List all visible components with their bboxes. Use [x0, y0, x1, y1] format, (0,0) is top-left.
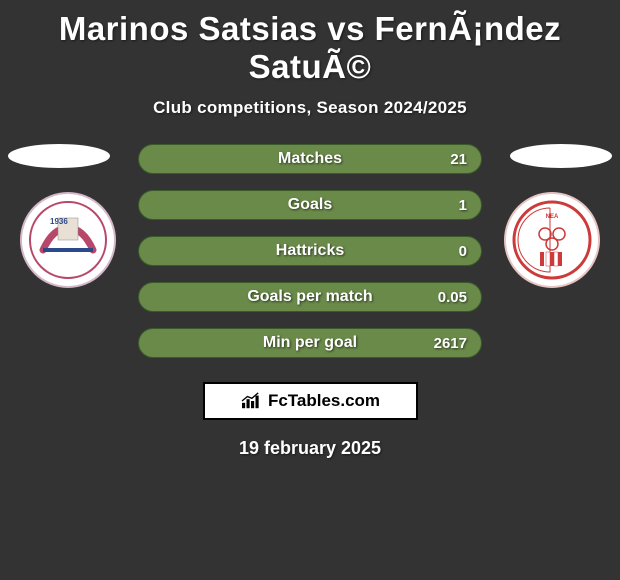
subtitle: Club competitions, Season 2024/2025	[0, 90, 620, 138]
stat-value: 0	[459, 243, 467, 260]
site-logo-box: FcTables.com	[203, 382, 418, 420]
stat-label: Hattricks	[276, 242, 344, 260]
page-title: Marinos Satsias vs FernÃ¡ndez SatuÃ©	[0, 2, 620, 90]
bar-chart-icon	[240, 392, 262, 410]
club-badge-right: ΝΕΑ	[504, 192, 600, 288]
stat-row-hattricks: Hattricks 0	[138, 236, 482, 266]
stat-label: Goals per match	[247, 288, 372, 306]
stat-value: 21	[450, 151, 467, 168]
stats-column: Matches 21 Goals 1 Hattricks 0 Goals per…	[138, 144, 482, 374]
stat-row-goals-per-match: Goals per match 0.05	[138, 282, 482, 312]
stat-label: Goals	[288, 196, 332, 214]
stat-label: Min per goal	[263, 334, 357, 352]
player-right-shadow	[510, 144, 612, 168]
player-left-shadow	[8, 144, 110, 168]
stat-row-min-per-goal: Min per goal 2617	[138, 328, 482, 358]
svg-text:ΝΕΑ: ΝΕΑ	[546, 214, 559, 220]
club-badge-left-icon: 1936	[28, 200, 108, 280]
club-badge-left: 1936	[20, 192, 116, 288]
comparison-card: Marinos Satsias vs FernÃ¡ndez SatuÃ© Clu…	[0, 0, 620, 459]
site-logo-text: FcTables.com	[268, 391, 380, 411]
stat-row-matches: Matches 21	[138, 144, 482, 174]
stat-label: Matches	[278, 150, 342, 168]
date-text: 19 february 2025	[0, 420, 620, 459]
svg-text:1936: 1936	[50, 217, 68, 226]
club-badge-right-icon: ΝΕΑ	[512, 200, 592, 280]
main-area: 1936 ΝΕΑ Matches 21	[0, 138, 620, 368]
stat-row-goals: Goals 1	[138, 190, 482, 220]
stat-value: 0.05	[438, 289, 467, 306]
stat-value: 1	[459, 197, 467, 214]
stat-value: 2617	[434, 335, 467, 352]
